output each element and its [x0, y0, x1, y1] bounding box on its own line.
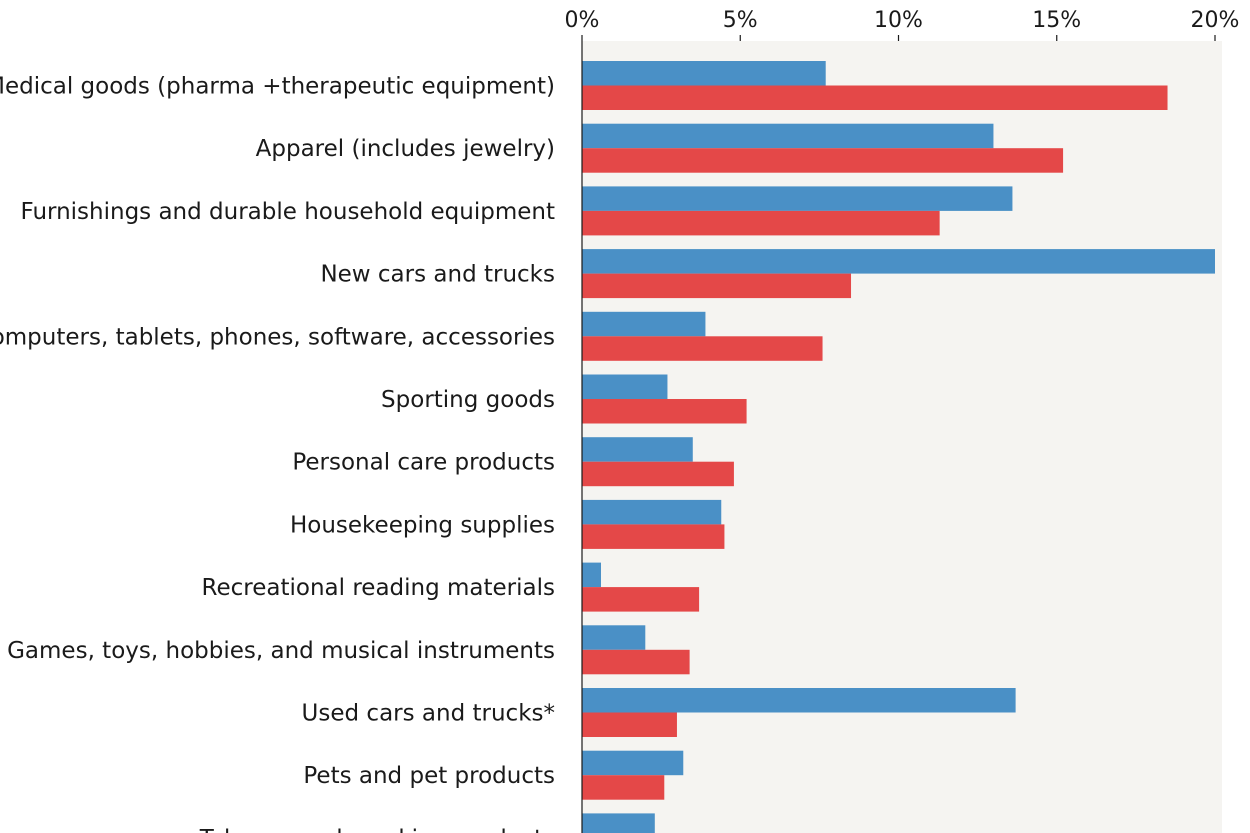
- bar-series-b: [582, 273, 852, 299]
- bar-series-a: [582, 499, 722, 525]
- category-label: Games, toys, hobbies, and musical instru…: [7, 638, 555, 664]
- x-tick-label: 20%: [1191, 8, 1240, 33]
- category-label: Used cars and trucks*: [302, 701, 555, 727]
- bar-series-b: [582, 148, 1064, 173]
- category-label: Personal care products: [292, 450, 555, 476]
- bar-series-b: [582, 649, 690, 675]
- category-label: Pets and pet products: [303, 763, 555, 789]
- bar-series-a: [582, 813, 655, 833]
- bar-series-a: [582, 750, 684, 776]
- category-label: Computers, tablets, phones, software, ac…: [0, 324, 555, 350]
- bar-series-a: [582, 249, 1215, 274]
- bar-series-b: [582, 336, 823, 361]
- bar-series-a: [582, 123, 994, 149]
- bars-group: [582, 61, 1215, 833]
- bar-series-b: [582, 712, 677, 737]
- bar-series-b: [582, 587, 700, 612]
- category-label: Sporting goods: [381, 387, 555, 413]
- bar-series-b: [582, 210, 940, 236]
- category-label: Tobacco and smoking products: [199, 826, 555, 833]
- bar-series-a: [582, 437, 693, 462]
- category-label: Recreational reading materials: [202, 575, 555, 601]
- category-label: Furnishings and durable household equipm…: [20, 199, 555, 225]
- bar-series-a: [582, 562, 601, 588]
- bar-series-a: [582, 311, 706, 337]
- bar-series-b: [582, 85, 1168, 110]
- bar-series-b: [582, 524, 725, 549]
- x-tick-label: 10%: [874, 8, 923, 33]
- bar-series-a: [582, 186, 1013, 211]
- category-label: Housekeeping supplies: [290, 512, 555, 538]
- bar-series-a: [582, 688, 1016, 713]
- bar-series-b: [582, 461, 734, 487]
- bar-series-b: [582, 399, 747, 424]
- category-label: Apparel (includes jewelry): [256, 136, 555, 162]
- x-tick-label: 0%: [565, 8, 600, 33]
- category-label: Medical goods (pharma +therapeutic equip…: [0, 74, 555, 100]
- category-label: New cars and trucks: [320, 262, 555, 288]
- category-labels: Medical goods (pharma +therapeutic equip…: [0, 74, 555, 833]
- bar-series-b: [582, 775, 665, 800]
- bar-series-a: [582, 61, 826, 86]
- bar-series-a: [582, 374, 668, 399]
- x-tick-label: 15%: [1032, 8, 1081, 33]
- bar-series-a: [582, 625, 646, 650]
- x-axis-ticks: 0% 5% 10% 15% 20%: [565, 8, 1240, 41]
- x-tick-label: 5%: [723, 8, 758, 33]
